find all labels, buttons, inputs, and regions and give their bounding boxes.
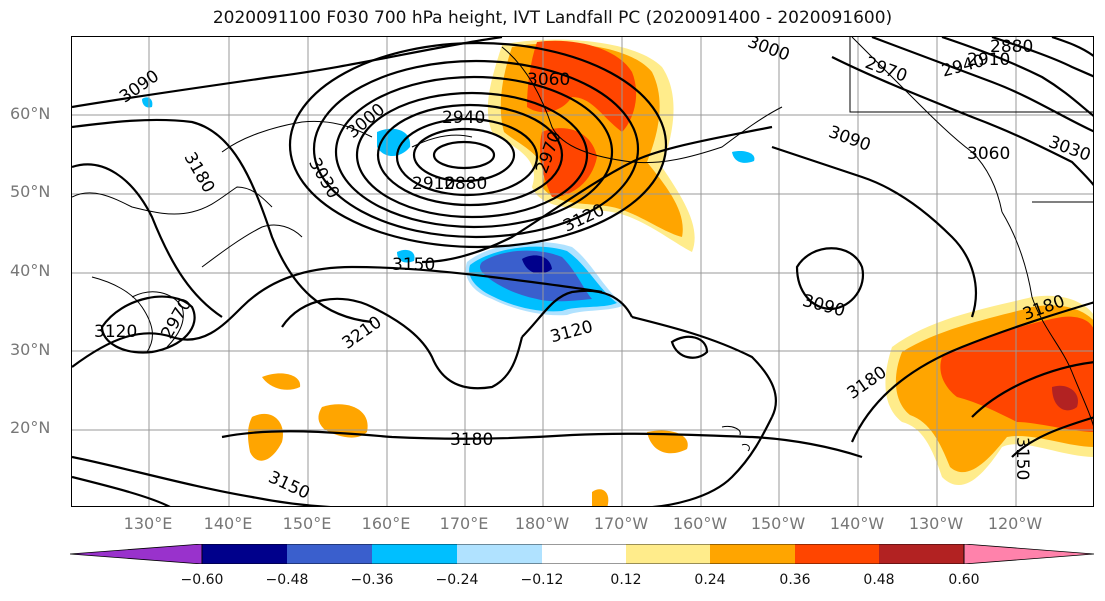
lat-label-30n: 30°N: [10, 340, 51, 359]
contour-label: 2880: [444, 174, 487, 194]
contour-label: 2940: [442, 108, 485, 128]
contour-label: 3180: [450, 430, 493, 450]
contour-label: 3090: [116, 66, 163, 107]
colorbar-bin: [287, 544, 372, 564]
lon-label-120w: 120°W: [987, 514, 1043, 533]
lon-label-160w: 160°W: [672, 514, 728, 533]
shade-cyan-5: [142, 97, 153, 108]
colorbar-bin: [710, 544, 795, 564]
shade-alaska-red: [527, 40, 637, 132]
lat-label-40n: 40°N: [10, 261, 51, 280]
height-contours: [72, 37, 1093, 506]
map-canvas: 3090 3060 3000 2940 3030 3180 2970 2910 …: [72, 37, 1093, 506]
lon-label-150w: 150°W: [750, 514, 806, 533]
contour-label: 3060: [527, 70, 570, 90]
colorbar: [70, 544, 1095, 564]
shade-westcoast-red: [940, 316, 1093, 432]
colorbar-tick-label: 0.24: [694, 572, 726, 588]
colorbar-tick-label: 0.36: [779, 572, 811, 588]
lon-label-150e: 150°E: [282, 514, 332, 533]
colorbar-tick-label: 0.12: [610, 572, 642, 588]
colorbar-tick-label: −0.48: [265, 572, 309, 588]
shade-blob-blue: [479, 250, 592, 302]
lat-label-60n: 60°N: [10, 104, 51, 123]
shade-tropics-4: [647, 430, 688, 454]
colorbar-tick-label: 0.60: [948, 572, 980, 588]
contour-label: 3000: [745, 37, 792, 66]
contour-label: 2910: [967, 50, 1010, 70]
graticule: [72, 37, 1093, 506]
colorbar-bin: [626, 544, 710, 564]
colorbar-tick-label: −0.60: [180, 572, 224, 588]
shade-tropics-5: [592, 489, 609, 506]
contour-label: 3150: [1012, 437, 1032, 480]
contour-label: 2970: [157, 295, 196, 342]
lat-label-20n: 20°N: [10, 418, 51, 437]
contour-label: 3210: [339, 312, 386, 353]
contour-label: 2910: [412, 174, 455, 194]
colorbar-tick-label: −0.12: [520, 572, 564, 588]
lon-label-130e: 130°E: [123, 514, 173, 533]
shade-tropics-3: [262, 373, 301, 390]
colorbar-tick-label: −0.36: [350, 572, 394, 588]
lon-label-130w: 130°W: [908, 514, 964, 533]
colorbar-bin: [457, 544, 542, 564]
lon-label-140w: 140°W: [829, 514, 885, 533]
lon-label-170w: 170°W: [593, 514, 649, 533]
map-title: 2020091100 F030 700 hPa height, IVT Land…: [212, 8, 893, 28]
contour-label: 3060: [967, 144, 1010, 164]
lon-label-140e: 140°E: [203, 514, 253, 533]
shade-gulf-red: [540, 128, 597, 197]
contour-label: 3120: [548, 317, 595, 348]
contour-label: 3150: [392, 255, 435, 275]
lat-label-50n: 50°N: [10, 182, 51, 201]
colorbar-bin: [795, 544, 879, 564]
lon-label-170e: 170°E: [439, 514, 489, 533]
shade-tropics-2: [318, 404, 368, 438]
colorbar-tick-label: −0.24: [435, 572, 479, 588]
colorbar-bin: [879, 544, 964, 564]
colorbar-tick-label: 0.48: [863, 572, 895, 588]
contour-label: 3150: [265, 467, 313, 503]
contour-label: 2880: [990, 37, 1033, 57]
shade-tropics-1: [247, 413, 283, 461]
colorbar-bin: [372, 544, 457, 564]
colorbar-bin: [202, 544, 287, 564]
colorbar-bin: [542, 544, 626, 564]
map-panel[interactable]: 3090 3060 3000 2940 3030 3180 2970 2910 …: [71, 36, 1094, 507]
contour-label: 3180: [180, 149, 219, 196]
colorbar-extend-low: [70, 544, 203, 564]
shade-cyan-3: [732, 151, 755, 163]
contour-label: 3090: [800, 291, 847, 322]
shade-westcoast-darkred: [1052, 385, 1078, 411]
contour-label: 3120: [94, 322, 137, 342]
colorbar-extend-high: [963, 544, 1095, 564]
shade-blob-navy: [522, 255, 552, 274]
shade-cyan-4: [397, 249, 415, 263]
lon-label-180w: 180°W: [514, 514, 570, 533]
contour-label: 3090: [826, 122, 873, 156]
lon-label-160e: 160°E: [361, 514, 411, 533]
